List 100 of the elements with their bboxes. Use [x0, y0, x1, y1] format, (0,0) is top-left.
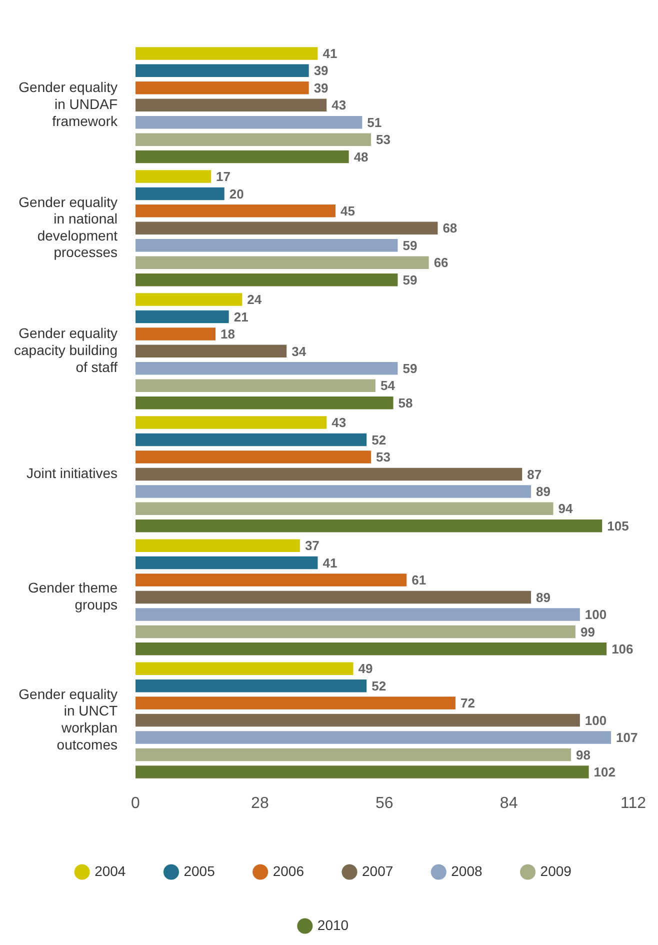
bar	[136, 47, 318, 60]
x-tick-label: 84	[500, 794, 518, 812]
data-label: 51	[367, 114, 382, 130]
data-label: 43	[332, 415, 346, 430]
bar	[136, 714, 580, 727]
data-label: 66	[434, 255, 448, 270]
data-label: 43	[332, 98, 346, 113]
legend-label: 2009	[540, 862, 572, 879]
legend-label: 2007	[362, 862, 394, 879]
data-label: 39	[314, 80, 328, 96]
data-label: 45	[340, 204, 355, 219]
data-label: 59	[402, 238, 418, 253]
bar	[136, 116, 362, 129]
data-label: 87	[527, 466, 542, 482]
y-tick-label: Gender equality in UNCT workplan outcomes	[18, 686, 118, 752]
bar	[136, 485, 532, 498]
data-label: 100	[584, 607, 607, 622]
bar	[136, 433, 367, 446]
bar	[136, 133, 372, 146]
bar	[136, 748, 572, 762]
data-label: 106	[612, 642, 634, 656]
data-label: 59	[402, 360, 418, 376]
bar	[136, 539, 300, 552]
bar	[136, 625, 576, 638]
bar	[136, 416, 327, 429]
data-label: 20	[229, 186, 244, 202]
data-label: 72	[460, 696, 475, 711]
x-tick-label: 56	[375, 794, 394, 812]
bar	[136, 273, 398, 286]
legend-label: 2004	[94, 862, 126, 879]
bar	[136, 662, 354, 675]
bar	[136, 187, 224, 200]
data-label: 59	[402, 272, 418, 288]
bar	[136, 239, 398, 252]
x-tick-label: 28	[251, 794, 269, 812]
bar	[136, 468, 522, 481]
bar	[136, 310, 229, 324]
data-label: 99	[580, 624, 595, 640]
data-label: 68	[442, 220, 458, 236]
bar	[136, 679, 367, 692]
bar	[136, 344, 287, 358]
bar	[136, 150, 349, 164]
bar	[136, 766, 589, 778]
bar	[136, 590, 532, 604]
bar	[136, 556, 318, 570]
data-label: 54	[380, 378, 396, 394]
data-label: 94	[558, 501, 574, 516]
bar	[136, 293, 242, 306]
data-label: 107	[616, 730, 638, 746]
bar	[136, 256, 429, 269]
data-label: 39	[314, 63, 328, 78]
bar	[136, 362, 398, 375]
bar	[136, 696, 456, 710]
data-label: 105	[607, 518, 629, 534]
legend-label: 2005	[184, 862, 216, 879]
y-tick-label: Joint initiatives	[26, 465, 118, 482]
data-label: 53	[376, 450, 391, 465]
legend-label: 2006	[272, 862, 304, 879]
data-label: 18	[220, 326, 235, 342]
x-tick-label: 112	[620, 794, 646, 812]
data-label: 58	[398, 395, 413, 410]
bar	[136, 450, 372, 464]
data-label: 89	[536, 484, 550, 500]
data-label: 49	[358, 661, 373, 676]
bar	[136, 204, 336, 218]
data-label: 53	[376, 132, 391, 148]
data-label: 52	[372, 432, 386, 448]
data-label: 37	[304, 538, 320, 554]
data-label: 21	[234, 309, 248, 324]
y-tick-label: Gender equality in UNDAF framework	[18, 79, 118, 129]
data-label: 17	[216, 169, 231, 184]
data-label: 34	[292, 344, 307, 359]
data-label: 98	[576, 747, 590, 762]
data-label: 41	[322, 555, 338, 570]
bar	[136, 502, 554, 516]
bar	[136, 520, 602, 532]
y-tick-label: Gender theme groups	[28, 580, 118, 613]
data-label: 100	[584, 712, 607, 728]
y-tick-label: Gender equality capacity building of staff	[14, 325, 118, 375]
bar	[136, 608, 580, 621]
legend-label: 2008	[451, 862, 483, 879]
data-label: 89	[536, 590, 550, 605]
data-label: 48	[354, 149, 368, 164]
bar	[136, 82, 309, 94]
y-tick-label: Gender equality in national development processes	[18, 194, 118, 260]
bar	[136, 328, 216, 340]
bar	[136, 379, 376, 392]
data-label: 61	[412, 572, 426, 588]
x-tick-label: 0	[131, 794, 140, 812]
data-label: 102	[594, 764, 616, 780]
data-label: 52	[372, 678, 386, 694]
bar	[136, 98, 327, 112]
bar	[136, 396, 394, 410]
data-label: 41	[322, 46, 338, 62]
bar	[136, 574, 407, 586]
bar	[136, 222, 438, 235]
bar	[136, 731, 612, 744]
bar	[136, 642, 607, 656]
data-label: 24	[247, 292, 262, 308]
legend-label: 2010	[317, 916, 349, 933]
